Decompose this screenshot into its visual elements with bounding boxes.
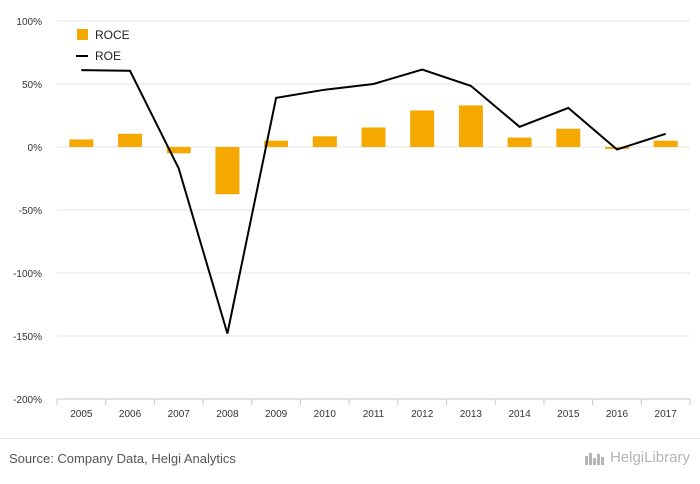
x-tick-label: 2012: [411, 409, 434, 420]
roce-bar: [362, 127, 386, 147]
footer: Source: Company Data, Helgi Analytics He…: [0, 438, 700, 484]
y-tick-label: -200%: [13, 395, 42, 406]
roce-bar: [556, 129, 580, 147]
legend: ROCE ROE: [76, 28, 130, 63]
y-tick-label: 50%: [22, 80, 42, 91]
x-tick-label: 2015: [557, 409, 580, 420]
legend-roce-swatch: [77, 29, 88, 40]
library-icon: [584, 450, 606, 466]
roe-line: [81, 69, 666, 333]
x-tick-label: 2014: [508, 409, 531, 420]
legend-roe-label: ROE: [95, 49, 121, 63]
y-tick-label: -150%: [13, 332, 42, 343]
x-tick-label: 2009: [265, 409, 288, 420]
roce-bars: [69, 105, 677, 194]
y-tick-label: 100%: [16, 17, 42, 28]
x-tick-label: 2005: [70, 409, 93, 420]
brand-logo: HelgiLibrary: [584, 449, 690, 466]
gridlines: [57, 21, 690, 399]
x-tick-label: 2008: [216, 409, 239, 420]
roce-bar: [118, 134, 142, 147]
y-axis-labels: 100% 50% 0% -50% -100% -150% -200%: [13, 17, 42, 406]
roce-bar: [459, 105, 483, 147]
y-tick-label: -100%: [13, 269, 42, 280]
x-tick-label: 2013: [460, 409, 483, 420]
x-tick-label: 2010: [314, 409, 337, 420]
roce-bar: [654, 141, 678, 147]
x-tick-label: 2016: [606, 409, 629, 420]
legend-roce-label: ROCE: [95, 28, 130, 42]
x-tick-label: 2006: [119, 409, 142, 420]
source-text: Source: Company Data, Helgi Analytics: [9, 451, 236, 466]
x-tick-label: 2017: [655, 409, 678, 420]
brand-name: HelgiLibrary: [610, 449, 690, 466]
roce-bar: [69, 139, 93, 147]
x-tick-label: 2007: [168, 409, 191, 420]
roe-line-path: [81, 70, 665, 334]
x-axis: 2005 2006 2007 2008 2009 2010 2011 2012 2013 2014…: [57, 399, 690, 420]
roce-bar: [508, 138, 532, 147]
y-tick-label: -50%: [19, 206, 42, 217]
x-tick-label: 2011: [363, 409, 385, 420]
y-tick-label: 0%: [28, 143, 43, 154]
roce-bar: [313, 136, 337, 147]
roce-bar: [215, 147, 239, 194]
roce-bar: [410, 110, 434, 147]
